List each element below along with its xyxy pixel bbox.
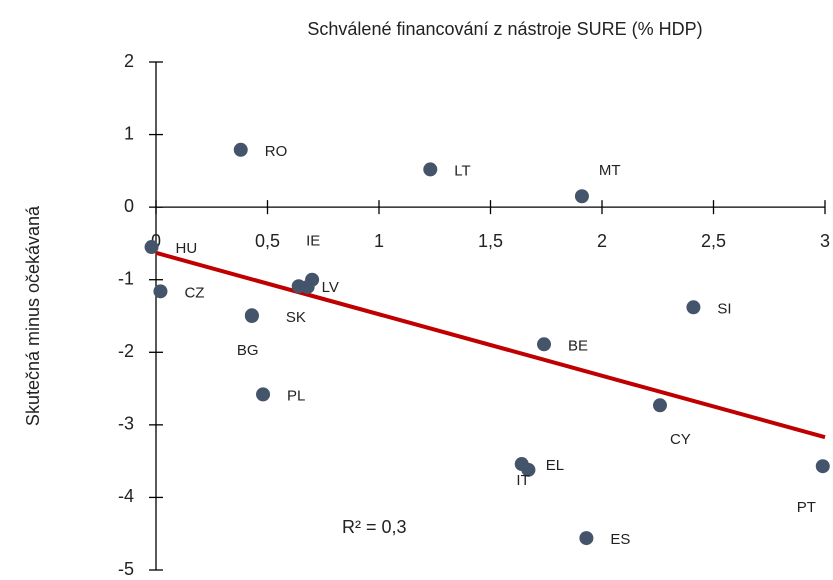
x-tick-label: 0 [151,231,161,251]
point [244,309,259,323]
point-label: ES [610,531,630,548]
x-tick-label: 1,5 [478,231,503,251]
point [815,459,830,474]
point-label: IE [306,233,320,250]
point [574,189,589,204]
point-label: BE [568,337,588,354]
x-tick-label: 2 [597,231,607,251]
point-label: CZ [184,284,204,301]
point-label: EL [546,457,564,474]
point-label: BG [237,342,259,359]
point-label: LT [454,162,470,179]
point [256,387,271,402]
point [537,337,552,352]
point-label: PT [797,499,816,516]
y-tick-label: 2 [124,51,134,71]
x-tick-label: 3 [820,231,830,251]
point [144,240,159,255]
chart-title: Schválené financování z nástroje SURE (%… [307,19,702,39]
point-label: SI [717,300,731,317]
point [291,279,306,294]
point-label: IT [516,472,529,489]
point [579,531,594,546]
point [652,398,667,413]
point-label: CY [670,431,691,448]
y-tick-label: -2 [118,341,134,361]
y-axis-label: Skutečná minus očekávaná [23,205,43,426]
y-tick-label: -1 [118,268,134,288]
point [153,284,168,299]
point-label: MT [599,162,621,179]
point-label: RO [265,143,288,160]
x-tick-label: 1 [374,231,384,251]
x-tick-label: 2,5 [701,231,726,251]
y-tick-label: -4 [118,486,134,506]
y-tick-label: 0 [124,196,134,216]
annotation: R² = 0,3 [342,517,407,537]
point-label: PL [287,387,305,404]
y-tick-label: -5 [118,559,134,579]
point-label: HU [176,240,198,257]
point [423,162,438,177]
point-label: SK [286,309,306,326]
point [686,300,701,315]
point [233,142,248,157]
y-tick-label: -3 [118,414,134,434]
point-label: LV [322,279,339,296]
x-tick-label: 0,5 [255,231,280,251]
trend-line [155,250,826,440]
point [521,462,536,477]
y-tick-label: 1 [124,123,134,143]
